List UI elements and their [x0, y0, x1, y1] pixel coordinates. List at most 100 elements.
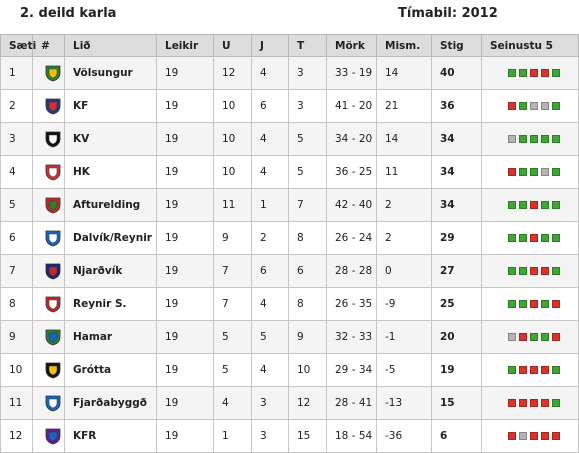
form-result-loss-icon: [508, 102, 516, 110]
form-result-loss-icon: [552, 300, 560, 308]
form-result-loss-icon: [519, 366, 527, 374]
col-header-points[interactable]: Stig: [431, 34, 482, 57]
last-5-cell: [481, 56, 579, 90]
form-result-draw-icon: [541, 168, 549, 176]
won-cell: 11: [213, 188, 252, 222]
position-cell: 3: [0, 122, 33, 156]
played-cell: 19: [156, 155, 214, 189]
drawn-cell: 4: [251, 155, 289, 189]
table-row[interactable]: 12 KFR 19 1 3 15 18 - 54 -36 6: [0, 419, 579, 453]
goal-diff-cell: -1: [376, 320, 432, 354]
table-row[interactable]: 4 HK 19 10 4 5 36 - 25 11 34: [0, 155, 579, 189]
lost-cell: 6: [288, 254, 327, 288]
lost-cell: 9: [288, 320, 327, 354]
standings-table: Sæti # Lið Leikir U J T Mörk Mism. Stig …: [0, 34, 579, 453]
team-name-cell[interactable]: Hamar: [64, 320, 157, 354]
lost-cell: 5: [288, 122, 327, 156]
col-header-last-5[interactable]: Seinustu 5: [481, 34, 579, 57]
team-name-cell[interactable]: KF: [64, 89, 157, 123]
table-row[interactable]: 9 Hamar 19 5 5 9 32 - 33 -1 20: [0, 320, 579, 354]
position-cell: 9: [0, 320, 33, 354]
form-result-loss-icon: [519, 399, 527, 407]
season-label: Tímabil: 2012: [398, 6, 498, 21]
form-result-loss-icon: [541, 432, 549, 440]
drawn-cell: 5: [251, 320, 289, 354]
team-name-cell[interactable]: Reynir S.: [64, 287, 157, 321]
won-cell: 10: [213, 122, 252, 156]
form-result-win-icon: [519, 234, 527, 242]
col-header-goal-diff[interactable]: Mism.: [376, 34, 432, 57]
col-header-won[interactable]: U: [213, 34, 252, 57]
table-row[interactable]: 11 Fjarðabyggð 19 4 3 12 28 - 41 -13 15: [0, 386, 579, 420]
col-header-team[interactable]: Lið: [64, 34, 157, 57]
points-cell: 34: [431, 122, 482, 156]
form-result-loss-icon: [508, 432, 516, 440]
crest-cell: [32, 188, 65, 222]
reynir-s-crest-icon: [44, 295, 62, 313]
goals-cell: 28 - 28: [326, 254, 377, 288]
drawn-cell: 4: [251, 353, 289, 387]
played-cell: 19: [156, 56, 214, 90]
points-cell: 29: [431, 221, 482, 255]
team-name-cell[interactable]: Dalvík/Reynir: [64, 221, 157, 255]
last-5-cell: [481, 89, 579, 123]
team-name-cell[interactable]: Afturelding: [64, 188, 157, 222]
form-result-loss-icon: [530, 366, 538, 374]
points-cell: 27: [431, 254, 482, 288]
lost-cell: 8: [288, 287, 327, 321]
col-header-lost[interactable]: T: [288, 34, 327, 57]
kfr-crest-icon: [44, 427, 62, 445]
crest-cell: [32, 320, 65, 354]
position-cell: 12: [0, 419, 33, 453]
col-header-crest[interactable]: #: [32, 34, 65, 57]
table-row[interactable]: 6 Dalvík/Reynir 19 9 2 8 26 - 24 2 29: [0, 221, 579, 255]
last-5-cell: [481, 353, 579, 387]
lost-cell: 7: [288, 188, 327, 222]
team-name-cell[interactable]: Grótta: [64, 353, 157, 387]
team-name-cell[interactable]: Njarðvík: [64, 254, 157, 288]
lost-cell: 3: [288, 56, 327, 90]
col-header-drawn[interactable]: J: [251, 34, 289, 57]
col-header-played[interactable]: Leikir: [156, 34, 214, 57]
played-cell: 19: [156, 221, 214, 255]
won-cell: 4: [213, 386, 252, 420]
played-cell: 19: [156, 89, 214, 123]
table-row[interactable]: 2 KF 19 10 6 3 41 - 20 21 36: [0, 89, 579, 123]
drawn-cell: 6: [251, 89, 289, 123]
goal-diff-cell: 11: [376, 155, 432, 189]
points-cell: 34: [431, 155, 482, 189]
drawn-cell: 4: [251, 287, 289, 321]
col-header-position[interactable]: Sæti: [0, 34, 36, 57]
table-row[interactable]: 8 Reynir S. 19 7 4 8 26 - 35 -9 25: [0, 287, 579, 321]
points-cell: 19: [431, 353, 482, 387]
crest-cell: [32, 89, 65, 123]
form-result-loss-icon: [541, 366, 549, 374]
team-name-cell[interactable]: HK: [64, 155, 157, 189]
form-result-loss-icon: [508, 168, 516, 176]
table-row[interactable]: 7 Njarðvík 19 7 6 6 28 - 28 0 27: [0, 254, 579, 288]
form-result-win-icon: [508, 300, 516, 308]
goal-diff-cell: -13: [376, 386, 432, 420]
drawn-cell: 2: [251, 221, 289, 255]
form-result-draw-icon: [508, 333, 516, 341]
points-cell: 20: [431, 320, 482, 354]
table-row[interactable]: 1 Völsungur 19 12 4 3 33 - 19 14 40: [0, 56, 579, 90]
won-cell: 9: [213, 221, 252, 255]
won-cell: 1: [213, 419, 252, 453]
table-row[interactable]: 3 KV 19 10 4 5 34 - 20 14 34: [0, 122, 579, 156]
team-name-cell[interactable]: Völsungur: [64, 56, 157, 90]
position-cell: 6: [0, 221, 33, 255]
position-cell: 5: [0, 188, 33, 222]
table-row[interactable]: 10 Grótta 19 5 4 10 29 - 34 -5 19: [0, 353, 579, 387]
drawn-cell: 1: [251, 188, 289, 222]
team-name-cell[interactable]: KFR: [64, 419, 157, 453]
kv-crest-icon: [44, 130, 62, 148]
last-5-cell: [481, 221, 579, 255]
last-5-cell: [481, 320, 579, 354]
position-cell: 10: [0, 353, 33, 387]
volsungur-crest-icon: [44, 64, 62, 82]
col-header-goals[interactable]: Mörk: [326, 34, 377, 57]
team-name-cell[interactable]: Fjarðabyggð: [64, 386, 157, 420]
team-name-cell[interactable]: KV: [64, 122, 157, 156]
table-row[interactable]: 5 Afturelding 19 11 1 7 42 - 40 2 34: [0, 188, 579, 222]
